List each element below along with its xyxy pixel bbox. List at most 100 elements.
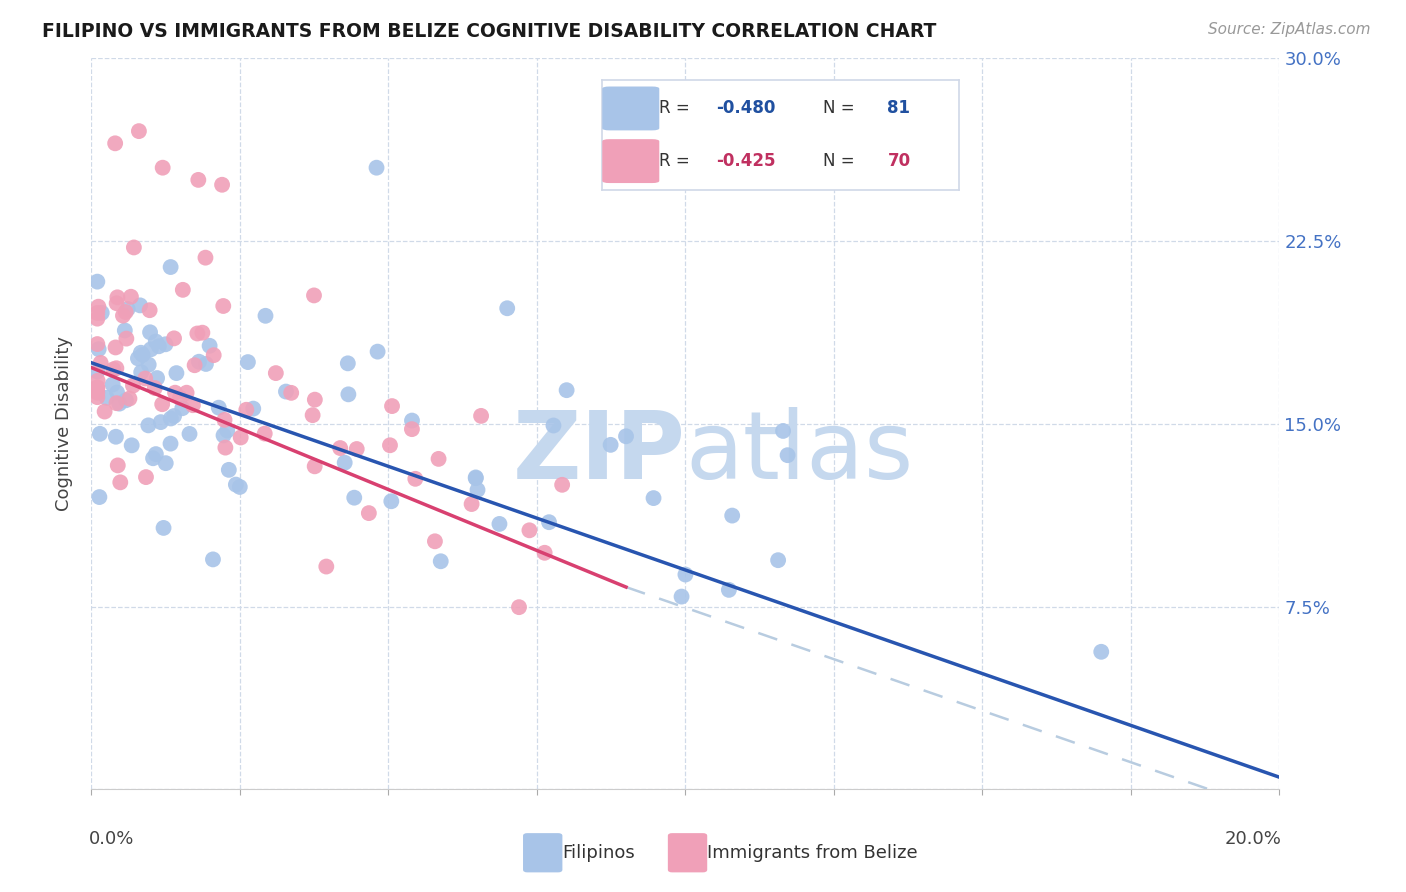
Point	[86, 380, 108, 394]
Point	[104, 136, 127, 151]
Text: Filipinos: Filipinos	[562, 844, 636, 862]
Point	[183, 358, 205, 372]
Point	[537, 515, 560, 529]
Point	[315, 559, 337, 574]
Point	[274, 384, 297, 399]
Point	[776, 448, 799, 462]
Point	[212, 299, 235, 313]
Point	[163, 409, 186, 423]
Point	[202, 348, 225, 362]
Point	[176, 385, 198, 400]
Point	[460, 497, 482, 511]
Point	[381, 399, 404, 413]
Point	[254, 309, 277, 323]
Point	[139, 343, 162, 357]
Point	[105, 361, 128, 376]
Point	[114, 305, 136, 319]
Point	[86, 311, 108, 326]
Point	[218, 463, 240, 477]
Point	[101, 377, 124, 392]
Point	[366, 161, 388, 175]
Point	[104, 341, 127, 355]
Point	[86, 306, 108, 320]
Point	[142, 451, 165, 466]
Point	[367, 344, 389, 359]
Point	[301, 408, 323, 422]
Point	[229, 480, 252, 494]
Point	[264, 366, 287, 380]
Point	[159, 436, 181, 450]
Point	[191, 326, 214, 340]
Point	[118, 392, 141, 406]
Point	[772, 424, 794, 438]
Point	[214, 441, 236, 455]
Y-axis label: Cognitive Disability: Cognitive Disability	[55, 336, 73, 511]
Point	[1090, 645, 1112, 659]
Point	[143, 381, 166, 395]
Point	[404, 472, 426, 486]
Point	[111, 309, 134, 323]
Point	[236, 355, 259, 369]
Point	[128, 124, 150, 138]
Point	[599, 438, 621, 452]
Point	[152, 161, 174, 175]
Point	[201, 552, 224, 566]
Point	[467, 483, 489, 497]
Point	[87, 342, 110, 356]
Point	[145, 334, 167, 349]
Point	[242, 401, 264, 416]
Text: FILIPINO VS IMMIGRANTS FROM BELIZE COGNITIVE DISABILITY CORRELATION CHART: FILIPINO VS IMMIGRANTS FROM BELIZE COGNI…	[42, 22, 936, 41]
Point	[225, 477, 247, 491]
Point	[229, 430, 252, 444]
Point	[107, 458, 129, 473]
Point	[194, 251, 217, 265]
Point	[115, 393, 138, 408]
Point	[188, 355, 211, 369]
Point	[90, 356, 112, 370]
Point	[253, 426, 276, 441]
Point	[211, 178, 233, 192]
Text: 0.0%: 0.0%	[89, 830, 135, 847]
Point	[208, 401, 231, 415]
Point	[129, 298, 152, 312]
Point	[543, 418, 565, 433]
Point	[138, 358, 160, 372]
Point	[86, 364, 108, 378]
Point	[129, 365, 152, 379]
Text: 20.0%: 20.0%	[1225, 830, 1282, 847]
Point	[122, 378, 145, 392]
Point	[149, 415, 172, 429]
Point	[186, 326, 208, 341]
Point	[105, 296, 128, 310]
Point	[165, 385, 187, 400]
Point	[280, 385, 302, 400]
Point	[336, 356, 359, 370]
Point	[87, 300, 110, 314]
Point	[187, 173, 209, 187]
Point	[110, 475, 132, 490]
Point	[86, 390, 108, 404]
Point	[212, 428, 235, 442]
Text: atlas: atlas	[685, 407, 914, 499]
Point	[643, 491, 665, 505]
Point	[152, 521, 174, 535]
Point	[343, 491, 366, 505]
Point	[423, 534, 446, 549]
Point	[304, 459, 326, 474]
Point	[163, 331, 186, 345]
Point	[104, 430, 127, 444]
Text: Immigrants from Belize: Immigrants from Belize	[707, 844, 918, 862]
Point	[105, 385, 128, 400]
Point	[488, 516, 510, 531]
Point	[329, 441, 352, 455]
Point	[114, 323, 136, 337]
Point	[93, 404, 115, 418]
Point	[181, 398, 204, 412]
Text: Source: ZipAtlas.com: Source: ZipAtlas.com	[1208, 22, 1371, 37]
Point	[165, 366, 187, 380]
Point	[86, 385, 108, 400]
Point	[138, 418, 160, 433]
Point	[217, 424, 239, 438]
Point	[464, 470, 486, 484]
Point	[150, 397, 173, 411]
